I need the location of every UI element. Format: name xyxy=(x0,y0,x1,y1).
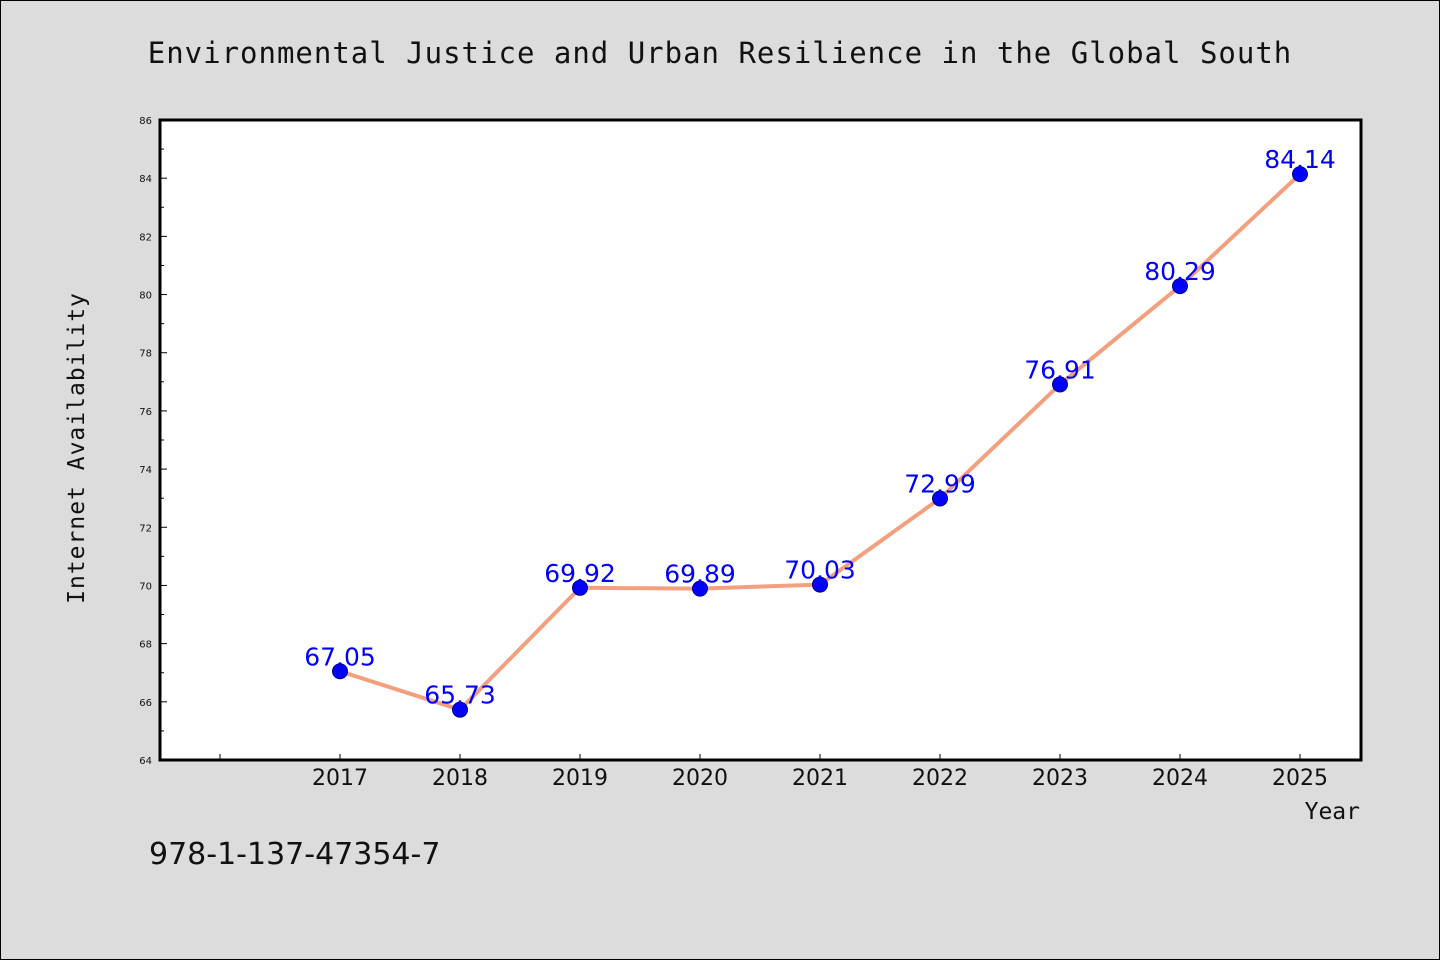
x-tick-label: 2024 xyxy=(1152,766,1208,791)
y-tick-label: 84 xyxy=(139,174,152,185)
chart-title: Environmental Justice and Urban Resilien… xyxy=(148,36,1293,70)
data-label: 84.14 xyxy=(1264,145,1336,174)
x-tick-label: 2021 xyxy=(792,766,848,791)
y-tick-label: 78 xyxy=(139,349,152,360)
series-markers xyxy=(332,166,1308,718)
data-point xyxy=(452,701,468,718)
y-tick-label: 72 xyxy=(139,523,152,534)
data-label: 69.89 xyxy=(664,560,736,589)
data-point xyxy=(812,576,828,593)
x-tick-label: 2020 xyxy=(672,766,728,791)
data-label: 69.92 xyxy=(544,559,616,588)
y-tick-label: 68 xyxy=(139,640,152,651)
x-tick-label: 2022 xyxy=(912,766,968,791)
y-tick-label: 76 xyxy=(139,407,152,418)
data-label: 67.05 xyxy=(304,642,376,671)
data-label: 72.99 xyxy=(904,469,976,498)
plot-area xyxy=(158,118,1363,762)
data-label: 80.29 xyxy=(1144,257,1216,286)
data-point xyxy=(1052,376,1068,393)
data-point xyxy=(1172,278,1188,295)
data-point xyxy=(692,580,708,597)
y-tick-label: 80 xyxy=(139,291,152,302)
data-label: 65.73 xyxy=(424,681,496,710)
y-axis: 64 66 68 70 72 74 76 78 80 82 84 86 xyxy=(139,116,167,767)
data-point xyxy=(572,579,588,596)
data-point xyxy=(332,663,348,680)
data-label: 70.03 xyxy=(784,556,856,585)
data-point xyxy=(932,490,948,507)
x-axis: 2017 2018 2019 2020 2021 2022 2023 2024 2025 xyxy=(219,754,1328,791)
y-tick-label: 64 xyxy=(139,756,152,767)
y-axis-label: Internet Availability xyxy=(64,292,90,604)
y-tick-label: 74 xyxy=(139,465,152,476)
x-tick-label: 2023 xyxy=(1032,766,1088,791)
data-point xyxy=(1292,166,1308,183)
y-tick-label: 82 xyxy=(139,232,152,243)
y-tick-label: 86 xyxy=(139,116,152,127)
data-labels: 67.05 65.73 69.92 69.89 70.03 72.99 76.91 80.29… xyxy=(304,145,1336,710)
x-axis-label: Year xyxy=(1305,799,1360,825)
x-tick-label: 2019 xyxy=(552,766,608,791)
y-tick-label: 66 xyxy=(139,698,152,709)
data-label: 76.91 xyxy=(1024,355,1096,384)
x-tick-label: 2018 xyxy=(432,766,488,791)
x-tick-label: 2017 xyxy=(312,766,368,791)
x-tick-label: 2025 xyxy=(1272,766,1328,791)
y-tick-label: 70 xyxy=(139,581,152,592)
